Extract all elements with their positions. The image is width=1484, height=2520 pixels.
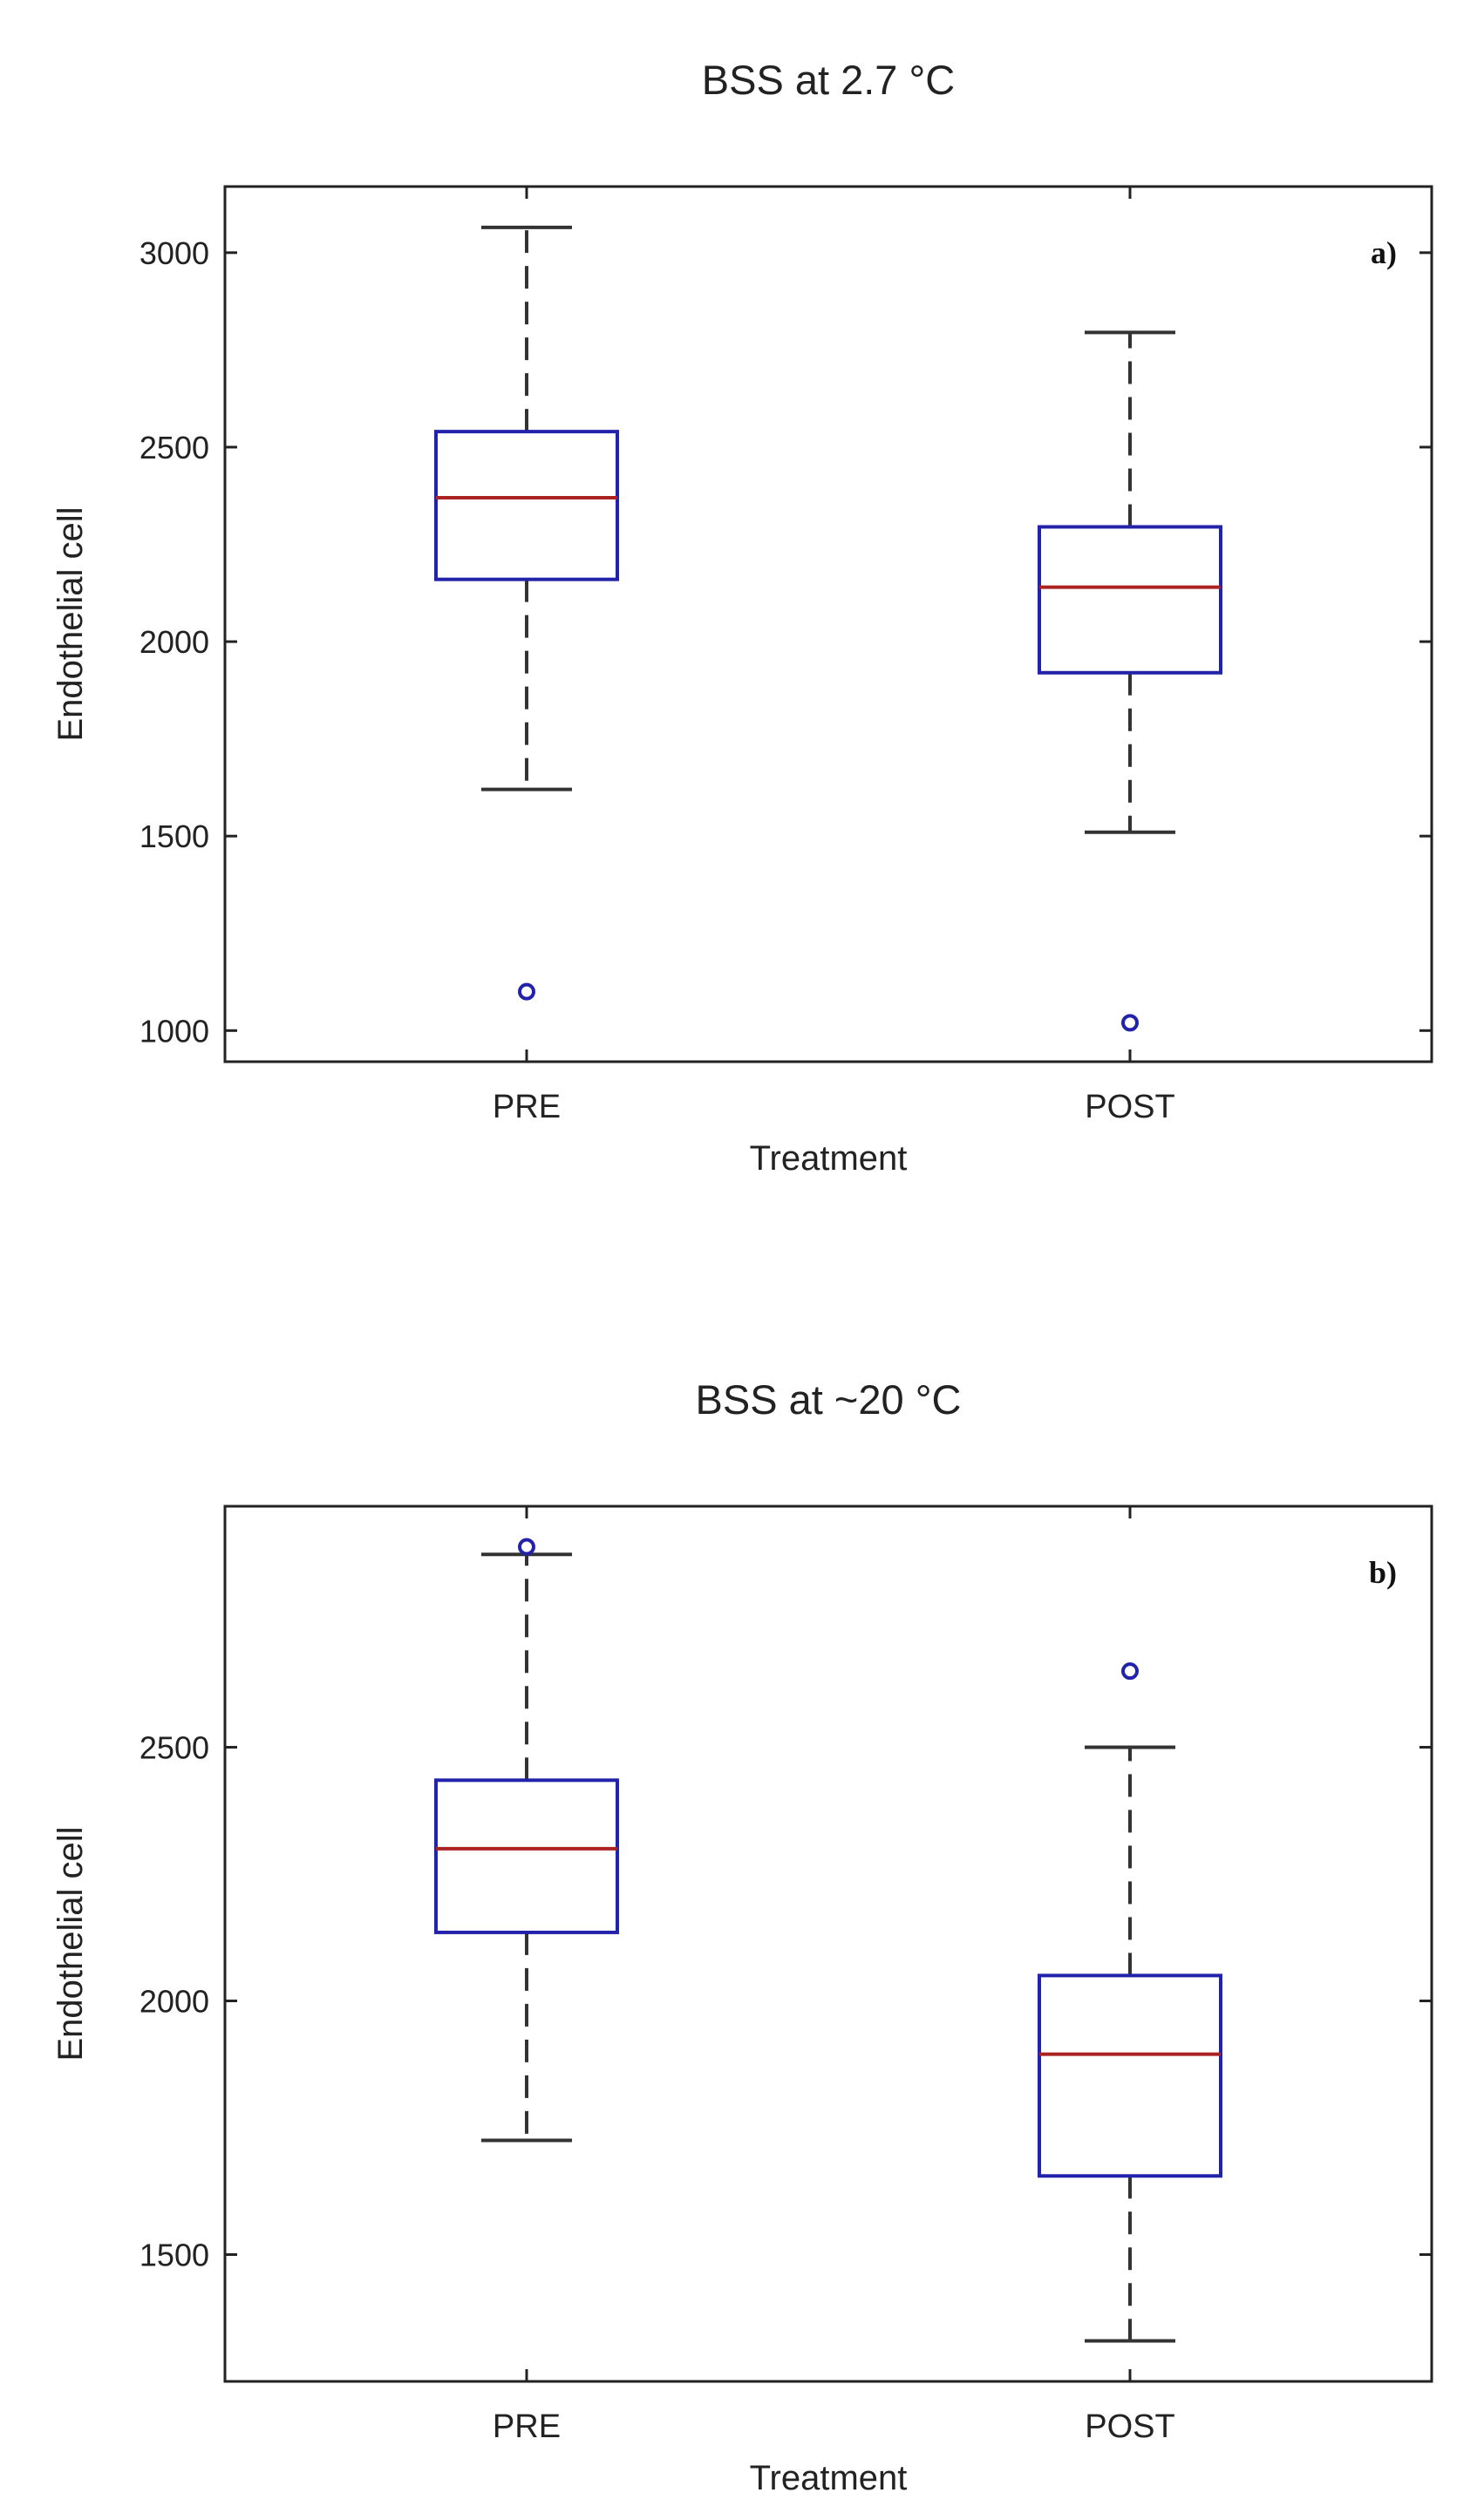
plot-frame <box>223 1505 1433 2383</box>
box-post <box>1038 330 1222 1032</box>
chart-title: BSS at ~20 °C <box>696 1376 962 1423</box>
chart-title: BSS at 2.7 °C <box>702 57 956 103</box>
outlier-point <box>518 982 535 1001</box>
iqr-box <box>434 1778 619 1934</box>
x-tick-label: POST <box>1085 2408 1174 2445</box>
y-tick-label: 1000 <box>140 1013 209 1049</box>
y-tick-label: 1500 <box>140 2237 209 2272</box>
box-pre <box>434 1538 619 2143</box>
iqr-box <box>434 430 619 581</box>
chart-panel-2: BSS at ~20 °C 1500 2000 2500 PRE POST Treatmen… <box>51 1376 1433 2497</box>
y-axis-label: Endothelial cell <box>51 1826 90 2061</box>
y-tick-label: 2000 <box>140 1983 209 2019</box>
x-tick-label: PRE <box>493 2408 561 2445</box>
x-tick-label: POST <box>1085 1089 1174 1125</box>
y-tick-label: 2500 <box>140 1729 209 1765</box>
iqr-box <box>1038 525 1222 675</box>
outlier-point <box>1121 1662 1139 1681</box>
y-tick-label: 2000 <box>140 624 209 660</box>
box-post <box>1038 1662 1222 2343</box>
panel-label: a) <box>1371 235 1397 270</box>
y-tick-label: 2500 <box>140 430 209 465</box>
outlier-point <box>518 1538 535 1556</box>
y-axis-label: Endothelial cell <box>51 506 90 741</box>
x-axis-label: Treatment <box>750 2459 908 2497</box>
chart-panel-1: BSS at 2.7 °C 1000 1500 2000 2500 3000 PRE POST… <box>51 57 1433 1178</box>
plot-frame <box>223 185 1433 1063</box>
x-tick-label: PRE <box>493 1089 561 1125</box>
y-tick-label: 3000 <box>140 235 209 271</box>
iqr-box <box>1038 1973 1222 2178</box>
x-axis-label: Treatment <box>750 1139 908 1178</box>
y-tick-label: 1500 <box>140 818 209 854</box>
box-pre <box>434 225 619 1001</box>
panel-label: b) <box>1369 1555 1397 1590</box>
outlier-point <box>1121 1014 1139 1032</box>
